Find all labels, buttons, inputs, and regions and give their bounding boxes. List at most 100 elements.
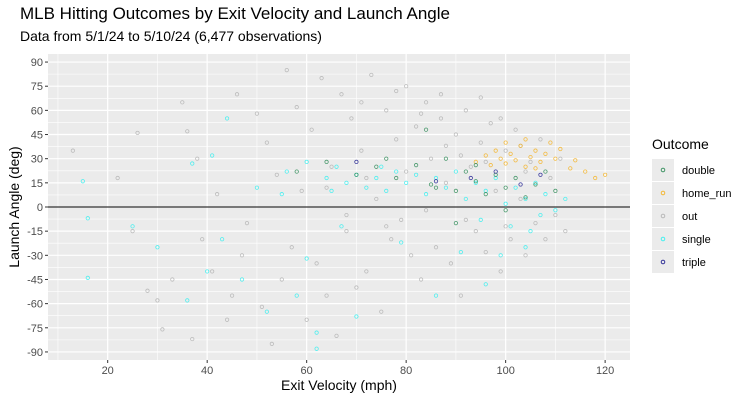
data-point-home-run (593, 175, 598, 181)
x-tick-label: 120 (596, 365, 614, 377)
data-point-out (483, 249, 488, 255)
data-point-single (533, 180, 538, 185)
data-point-double (503, 185, 508, 190)
data-point-out (224, 317, 230, 322)
y-tick-label: -75 (27, 323, 43, 335)
data-point-out (543, 237, 548, 242)
data-point-double (423, 127, 429, 132)
data-point-out (135, 130, 140, 136)
data-point-out (438, 92, 444, 97)
data-point-home-run (533, 148, 538, 153)
legend-label-home-run: home_run (682, 188, 732, 200)
data-point-out (503, 224, 508, 229)
data-point-out (523, 253, 528, 258)
data-point-out (443, 143, 449, 148)
axes: 20 40 60 80 100 120 -90 -75 -60 -45 -30 -15 0 15 30 45 6… (27, 57, 630, 377)
x-tick-label: 20 (102, 365, 114, 377)
data-point-home-run (488, 163, 493, 168)
data-point-out (508, 237, 513, 242)
data-point-double (453, 188, 458, 193)
y-tick-label: 90 (31, 57, 43, 69)
data-point-out (418, 111, 424, 116)
data-point-out (558, 156, 563, 161)
data-point-out (498, 116, 503, 121)
data-point-out (264, 140, 269, 145)
data-point-single (339, 224, 344, 229)
y-tick-label: 0 (37, 202, 43, 214)
data-point-out (563, 229, 568, 234)
data-point-out (289, 245, 294, 250)
data-point-single (498, 253, 503, 258)
chart-title: MLB Hitting Outcomes by Exit Velocity an… (20, 4, 450, 23)
data-point-out (473, 229, 478, 234)
data-point-out (359, 100, 364, 105)
data-point-single (364, 185, 369, 190)
data-point-single (473, 180, 478, 185)
data-point-single (458, 249, 463, 255)
data-point-home-run (508, 151, 513, 156)
data-point-single (404, 180, 409, 185)
data-point-home-run (603, 172, 608, 177)
data-point-out (463, 217, 468, 222)
data-points (70, 68, 608, 351)
data-point-out (488, 121, 493, 126)
data-point-out (448, 261, 454, 266)
data-point-out (160, 327, 165, 332)
chart-subtitle: Data from 5/1/24 to 5/10/24 (6,477 obser… (20, 28, 322, 44)
data-point-single (508, 224, 513, 229)
data-point-out (379, 309, 384, 314)
data-point-double (433, 185, 439, 190)
data-point-single (354, 314, 359, 319)
data-point-out (190, 336, 195, 342)
data-point-out (443, 180, 449, 185)
data-point-out (200, 237, 205, 242)
data-point-out (155, 298, 160, 303)
y-tick-label: 30 (31, 154, 43, 166)
data-point-single (563, 196, 568, 202)
data-point-out (478, 95, 483, 100)
data-point-home-run (523, 137, 528, 142)
data-point-single (190, 161, 195, 166)
data-point-single (423, 192, 429, 197)
data-point-out (309, 127, 314, 132)
data-point-double (523, 195, 528, 200)
data-point-home-run (493, 148, 498, 153)
data-point-out (384, 224, 389, 229)
legend-key (652, 205, 674, 227)
data-point-out (185, 129, 190, 134)
data-point-out (463, 108, 468, 113)
data-point-single (538, 212, 543, 218)
data-point-single (344, 180, 349, 185)
data-point-out (70, 148, 75, 153)
data-point-out (394, 137, 399, 142)
data-point-double (414, 163, 419, 168)
data-point-out (503, 148, 508, 153)
data-point-double (503, 208, 508, 213)
data-point-out (414, 124, 419, 129)
y-tick-label: -90 (27, 347, 43, 359)
data-point-out (478, 140, 483, 145)
y-tick-label: -30 (27, 250, 43, 262)
data-point-home-run (503, 140, 508, 145)
data-point-out (438, 116, 444, 121)
data-point-triple (538, 172, 543, 177)
y-tick-label: 45 (31, 130, 43, 142)
data-point-home-run (558, 146, 563, 152)
data-point-home-run (573, 158, 578, 163)
data-point-out (518, 196, 523, 202)
data-point-triple (354, 159, 359, 165)
data-point-single (379, 164, 384, 169)
legend-marker-out (660, 213, 666, 219)
y-tick-label: -45 (27, 274, 43, 286)
data-point-home-run (523, 164, 528, 169)
y-tick-label: 60 (31, 105, 43, 117)
legend-label-triple: triple (682, 257, 706, 269)
data-point-home-run (528, 154, 533, 160)
x-tick-label: 60 (301, 365, 313, 377)
data-point-out (423, 208, 429, 213)
data-point-out (145, 288, 150, 293)
data-point-single (503, 201, 508, 206)
data-point-home-run (538, 159, 543, 165)
data-point-home-run (503, 161, 508, 166)
